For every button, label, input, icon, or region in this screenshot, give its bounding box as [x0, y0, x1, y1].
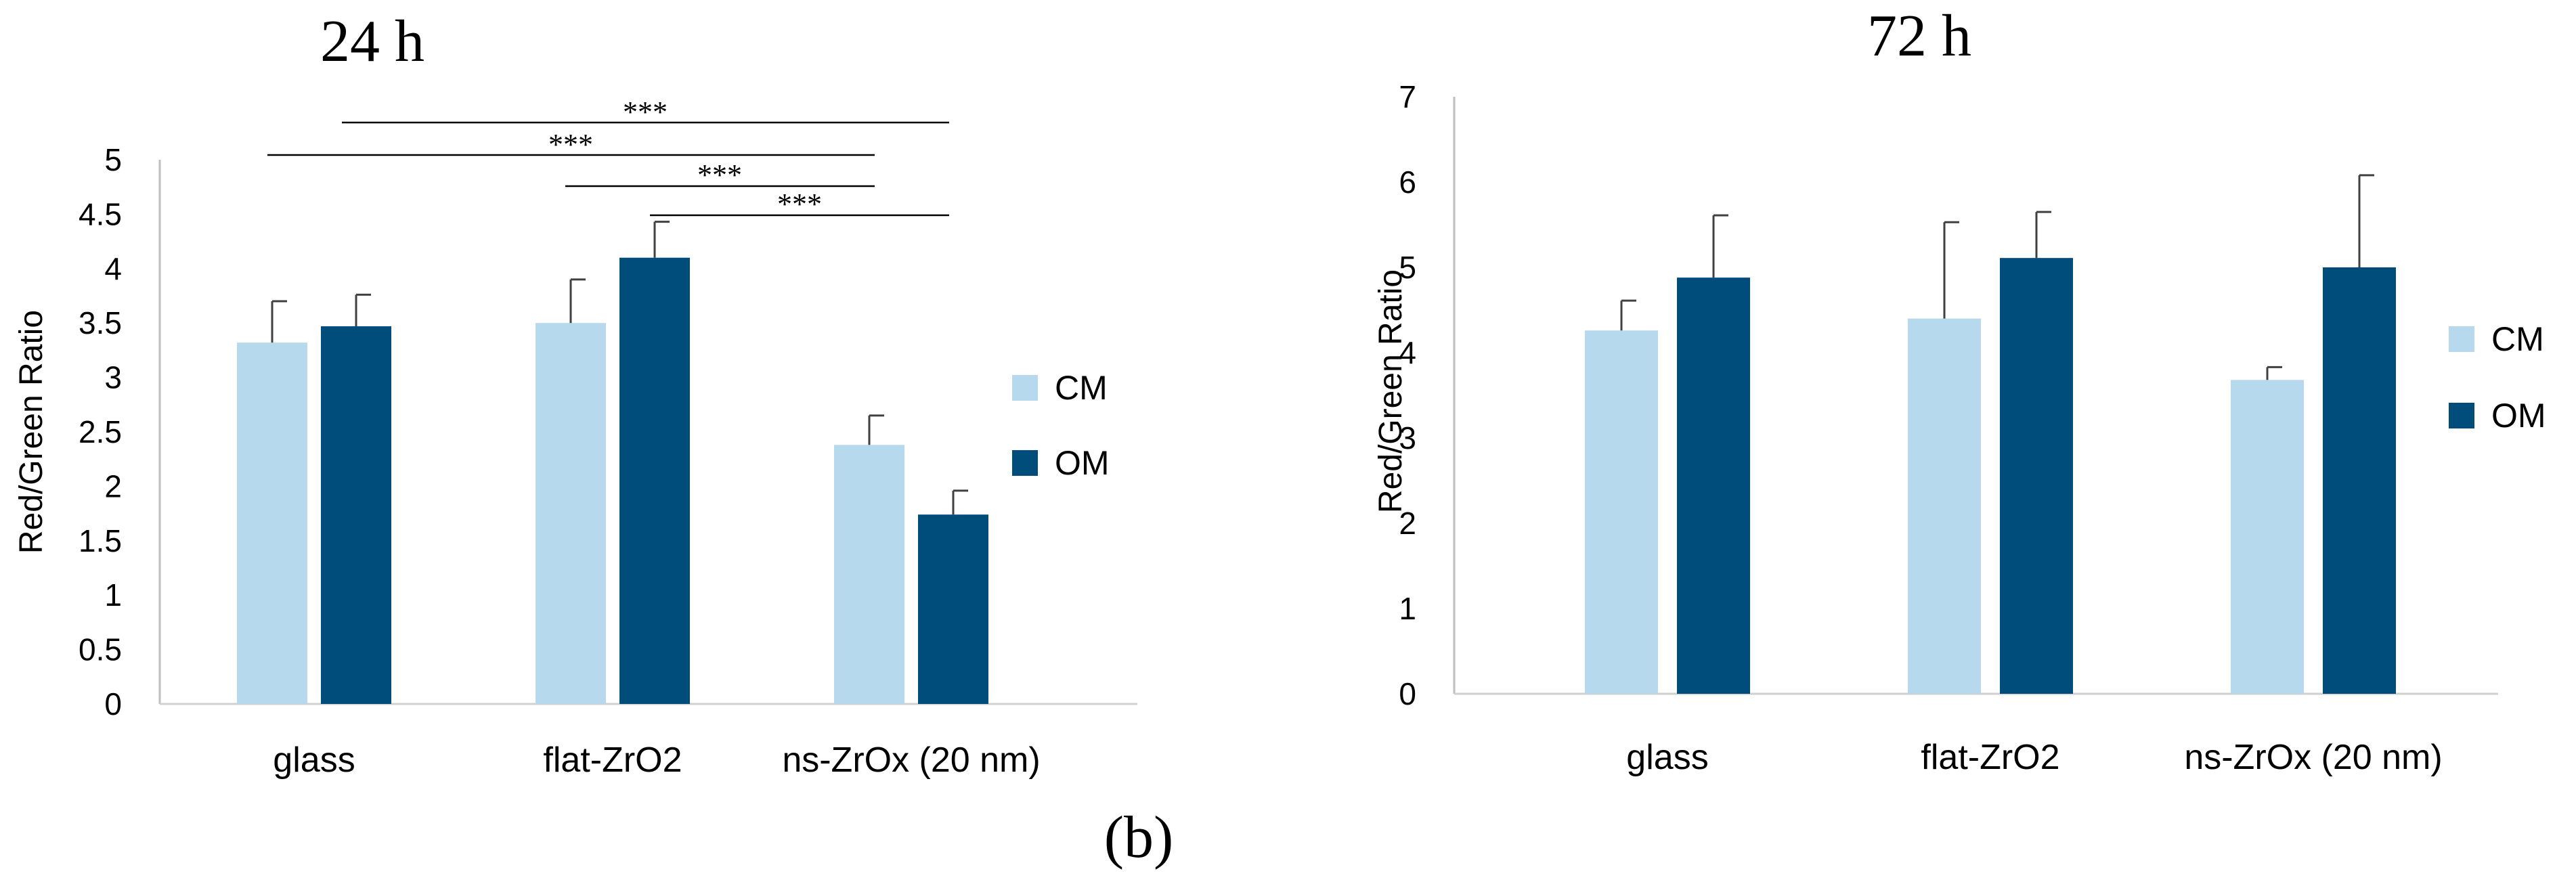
x-tick-label: flat-ZrO2	[543, 741, 682, 780]
legend-label-om: OM	[2491, 397, 2546, 435]
y-tick-label: 5	[1399, 250, 1416, 285]
y-tick-label: 1.5	[79, 523, 122, 558]
figure-caption: (b)	[1104, 805, 1174, 870]
significance-label: ***	[697, 158, 742, 192]
y-axis: 0 0.5 1 1.5 2 2.5 3 3.5 4 4.5 5	[79, 142, 161, 722]
y-tick-label: 0.5	[79, 632, 122, 667]
bar-om-0	[1677, 278, 1750, 694]
legend-swatch-cm	[1012, 375, 1038, 401]
legend: CM OM	[1012, 369, 1110, 482]
significance-label: ***	[548, 128, 593, 161]
legend-swatch-om	[1012, 450, 1038, 476]
bar-cm-1	[1908, 318, 1981, 694]
y-tick-label: 7	[1399, 79, 1416, 114]
y-tick-label: 5	[104, 142, 122, 177]
chart-title: 24 h	[320, 9, 424, 74]
significance-label: ***	[623, 95, 668, 129]
legend: CM OM	[2449, 320, 2546, 435]
bar-om-1	[2000, 258, 2073, 694]
x-tick-label: ns-ZrOx (20 nm)	[2184, 738, 2442, 777]
y-tick-label: 6	[1399, 164, 1416, 200]
bars	[237, 221, 988, 705]
y-tick-labels: 0 1 2 3 4 5 6 7	[1399, 79, 1416, 711]
legend-swatch-om	[2449, 403, 2474, 428]
bar-cm-2	[834, 445, 904, 704]
bar-om-2	[2323, 267, 2396, 694]
x-tick-label: ns-ZrOx (20 nm)	[782, 741, 1040, 780]
y-tick-label: 2	[1399, 506, 1416, 541]
y-tick-label: 3	[104, 360, 122, 395]
bar-cm-2	[2231, 380, 2304, 694]
y-axis-label: Red/Green Ratio	[14, 310, 49, 554]
x-tick-labels: glass flat-ZrO2 ns-ZrOx (20 nm)	[273, 741, 1040, 780]
bar-om-0	[321, 326, 391, 704]
bar-om-2	[918, 514, 988, 704]
legend-label-om: OM	[1055, 444, 1110, 482]
y-tick-labels: 0 0.5 1 1.5 2 2.5 3 3.5 4 4.5 5	[79, 142, 122, 722]
y-axis: 0 1 2 3 4 5 6 7	[1399, 79, 1456, 711]
x-tick-label: flat-ZrO2	[1921, 738, 2059, 777]
bar-cm-0	[1585, 330, 1658, 694]
y-tick-label: 4	[1399, 335, 1416, 370]
x-tick-labels: glass flat-ZrO2 ns-ZrOx (20 nm)	[1626, 738, 2442, 777]
x-tick-label: glass	[273, 741, 355, 780]
chart-title: 72 h	[1867, 3, 1971, 69]
x-tick-label: glass	[1626, 738, 1708, 777]
y-tick-label: 3.5	[79, 305, 122, 340]
y-tick-label: 0	[104, 686, 122, 722]
y-tick-label: 1	[1399, 591, 1416, 626]
y-tick-label: 4.5	[79, 196, 122, 231]
legend-swatch-cm	[2449, 326, 2474, 352]
y-tick-label: 0	[1399, 676, 1416, 711]
y-tick-label: 2.5	[79, 414, 122, 449]
chart-24h: 24 h 0 0.5 1 1.5 2 2.5 3 3.5 4 4.5 5 Red/Green Rat…	[14, 9, 1137, 780]
bar-om-1	[619, 257, 690, 705]
bar-cm-1	[536, 323, 606, 704]
y-axis-label: Red/Green Ratio	[1373, 269, 1409, 513]
legend-label-cm: CM	[1055, 369, 1108, 407]
chart-72h: 72 h 0 1 2 3 4 5 6 7 Red/Green Ratio glass flat-…	[1373, 3, 2546, 777]
y-tick-label: 1	[104, 577, 122, 613]
legend-label-cm: CM	[2491, 320, 2544, 358]
bar-cm-0	[237, 342, 307, 704]
significance-label: ***	[777, 187, 822, 221]
significance-brackets: *** *** *** ***	[267, 95, 949, 221]
bars	[1585, 174, 2396, 694]
y-tick-label: 4	[104, 251, 122, 286]
y-tick-label: 3	[1399, 420, 1416, 456]
y-tick-label: 2	[104, 468, 122, 504]
